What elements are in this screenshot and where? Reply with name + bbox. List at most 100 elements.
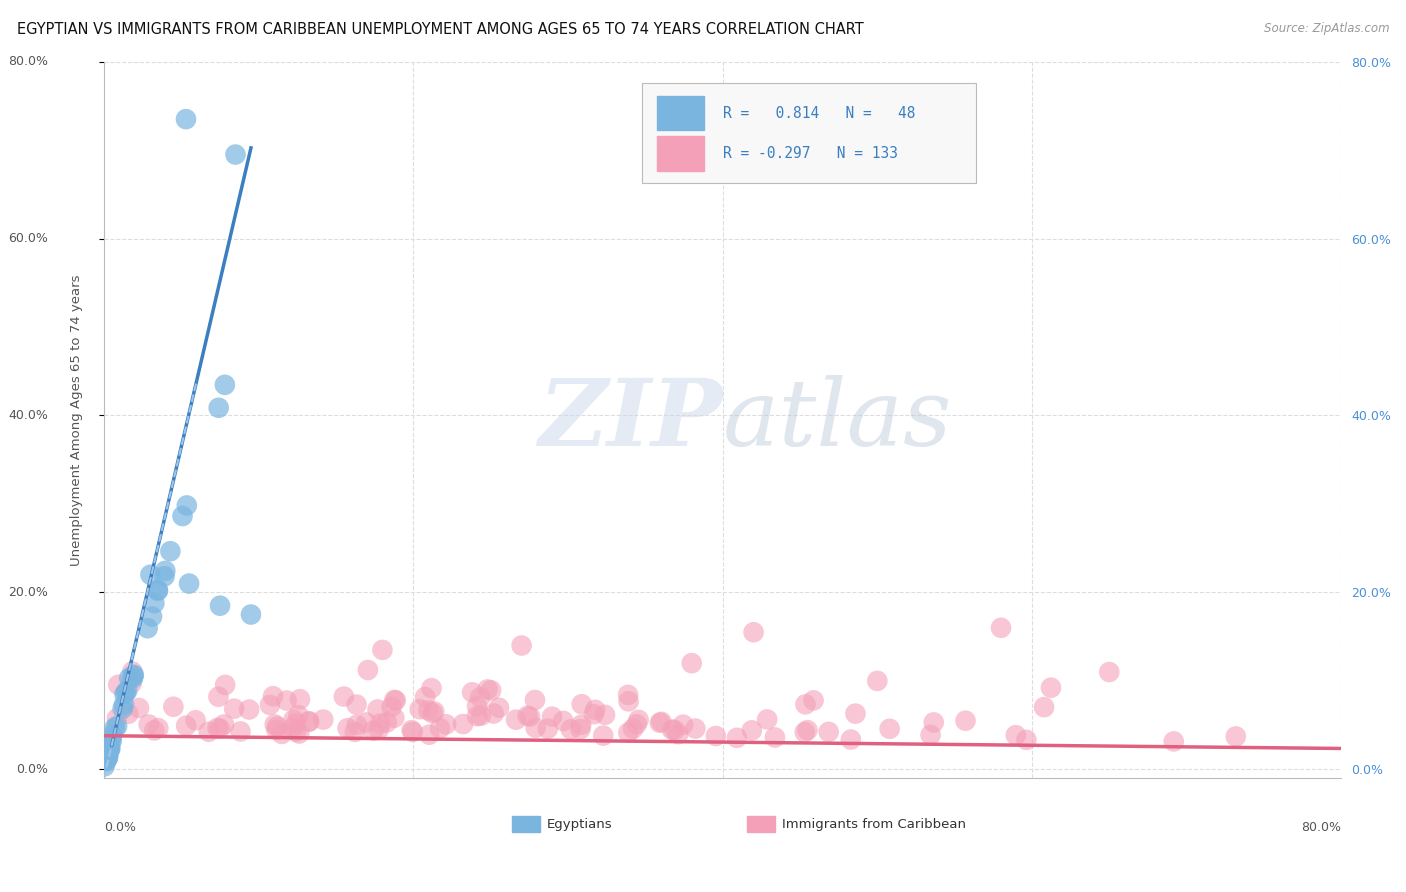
Point [368,722,391,736]
Point [281,722,304,736]
Point [208,599,231,613]
Point [384,693,406,707]
Point [94,750,117,764]
Point [139,567,162,582]
Point [922,715,945,730]
Point [794,698,817,712]
Point [796,723,818,738]
Point [541,709,564,723]
Point [617,688,640,702]
Point [153,569,176,583]
Point [100,732,122,747]
Point [477,682,499,697]
Point [174,719,197,733]
Point [172,509,194,524]
Point [143,723,166,738]
Point [208,722,231,736]
Point [111,701,134,715]
Point [105,711,128,725]
Point [288,726,311,740]
Point [685,722,707,736]
Point [117,683,139,698]
Point [266,723,288,737]
Point [479,683,502,698]
Point [207,690,229,704]
Point [553,714,575,728]
Point [461,685,484,699]
Point [336,721,359,735]
Point [661,723,683,737]
Point [346,698,368,712]
Point [505,713,527,727]
Point [839,732,862,747]
Point [866,673,889,688]
Point [263,717,285,731]
Point [627,713,650,727]
Point [650,714,672,729]
Point [418,728,440,742]
Text: ZIP: ZIP [538,375,723,465]
Point [96,754,118,768]
Point [146,583,169,598]
Point [197,724,219,739]
Point [176,499,198,513]
Point [408,702,430,716]
Text: 40.0%: 40.0% [8,409,48,422]
Point [312,713,335,727]
Point [148,721,170,735]
Point [97,747,120,761]
Point [97,750,120,764]
Point [763,731,786,745]
Point [162,699,184,714]
Point [159,544,181,558]
Point [122,668,145,682]
Point [333,690,356,704]
Text: 80.0%: 80.0% [8,55,48,68]
Point [955,714,977,728]
Point [569,718,592,732]
Point [382,711,405,725]
Point [343,725,366,739]
Point [96,750,118,764]
Point [136,621,159,635]
Point [97,749,120,764]
Point [434,717,457,731]
Point [621,722,644,736]
Point [284,724,307,739]
Point [98,742,121,756]
Point [571,697,593,711]
Point [259,698,281,712]
Point [879,722,901,736]
Point [101,728,124,742]
Text: 80.0%: 80.0% [1302,822,1341,834]
Point [357,663,380,677]
Point [288,692,311,706]
Point [371,643,394,657]
Point [143,596,166,610]
Point [1098,665,1121,679]
Point [1033,700,1056,714]
Point [583,703,606,717]
Point [524,693,547,707]
Point [100,734,122,748]
Y-axis label: Unemployment Among Ages 65 to 74 years: Unemployment Among Ages 65 to 74 years [70,274,83,566]
Point [298,714,321,728]
Point [741,723,763,738]
Bar [657,136,704,170]
Point [413,690,436,704]
Text: 0.0%: 0.0% [104,822,136,834]
Point [803,693,825,707]
Text: 0.0%: 0.0% [17,763,48,776]
Point [363,723,385,738]
Point [141,609,163,624]
Point [1004,728,1026,742]
Point [519,709,541,723]
Point [283,713,305,727]
Point [238,702,260,716]
Point [418,703,440,717]
Point [239,607,262,622]
Bar [512,816,540,832]
Point [214,678,236,692]
Text: Immigrants from Caribbean: Immigrants from Caribbean [782,818,966,830]
Point [107,678,129,692]
